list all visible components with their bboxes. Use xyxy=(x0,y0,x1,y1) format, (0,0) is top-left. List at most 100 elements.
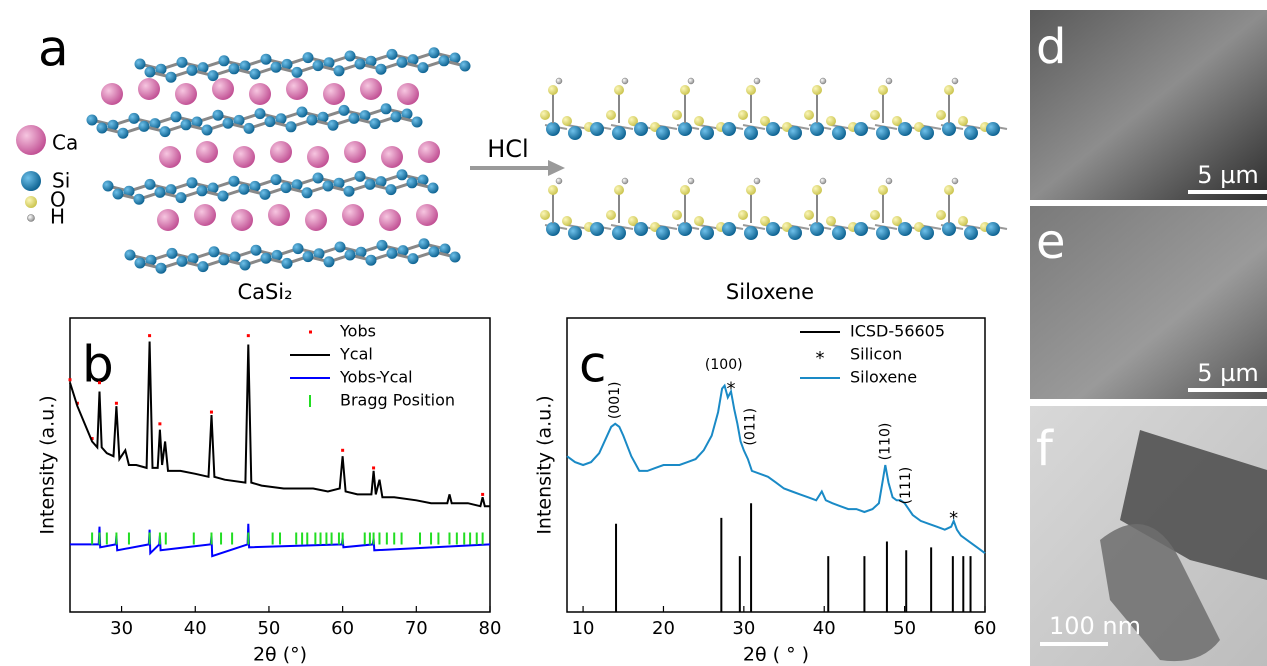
data-point xyxy=(97,381,101,385)
ca-atom xyxy=(268,204,290,226)
ca-atom xyxy=(323,83,345,105)
o-atom xyxy=(680,85,690,95)
si-atom xyxy=(338,104,350,116)
si-atom xyxy=(312,60,324,72)
x-tick-label: 50 xyxy=(257,618,280,639)
si-atom xyxy=(546,122,560,136)
o-atom xyxy=(562,216,572,226)
si-atom xyxy=(243,122,255,134)
si-atom xyxy=(264,116,276,128)
o-atom xyxy=(812,85,822,95)
si-atom xyxy=(634,122,648,136)
peak-annotation: (111) xyxy=(898,467,914,505)
o-atom xyxy=(694,116,704,126)
si-atom xyxy=(229,251,241,263)
o-atom xyxy=(878,185,888,195)
si-atom xyxy=(634,222,648,236)
si-atom xyxy=(407,253,419,265)
data-symbol: * xyxy=(726,379,735,400)
legend-swatch xyxy=(27,214,35,222)
o-atom xyxy=(606,210,616,220)
si-atom xyxy=(123,185,135,197)
legend-entry: Ycal xyxy=(290,345,373,364)
ca-atom xyxy=(157,209,179,231)
legend-swatch xyxy=(309,330,312,334)
o-atom xyxy=(628,116,638,126)
legend-entry: Yobs xyxy=(309,322,376,341)
o-atom xyxy=(746,185,756,195)
x-axis-label: 2θ ( ° ) xyxy=(743,644,809,666)
si-atom xyxy=(271,249,283,261)
o-atom xyxy=(826,116,836,126)
si-atom xyxy=(546,222,560,236)
si-atom xyxy=(920,126,934,140)
si-atom xyxy=(254,108,266,120)
si-atom xyxy=(744,226,758,240)
si-atom xyxy=(568,126,582,140)
sem-image xyxy=(1030,206,1267,399)
o-atom xyxy=(540,210,550,220)
legend-label: H xyxy=(50,205,65,229)
scale-bar-label: 5 µm xyxy=(1197,359,1259,387)
data-point xyxy=(209,410,213,414)
si-atom xyxy=(285,121,297,133)
data-point xyxy=(148,334,152,338)
si-atom xyxy=(260,252,272,264)
data-point xyxy=(341,448,345,452)
arrow-label: HCl xyxy=(487,135,528,163)
si-atom xyxy=(313,248,325,260)
chart: 30 40 50 60 70 80 2θ (°) Intensity (a.u.) b Yobs Y… xyxy=(37,317,501,666)
o-atom xyxy=(804,210,814,220)
scale-bar-label: 100 nm xyxy=(1049,612,1141,640)
data-symbol: * xyxy=(949,508,958,529)
si-atom xyxy=(986,122,1000,136)
si-atom xyxy=(165,184,177,196)
si-atom xyxy=(86,114,98,126)
si-atom xyxy=(128,112,140,124)
h-atom xyxy=(885,77,893,85)
si-atom xyxy=(207,70,219,82)
ca-atom xyxy=(416,204,438,226)
o-atom xyxy=(672,110,682,120)
o-atom xyxy=(746,85,756,95)
sem-image xyxy=(1030,10,1267,200)
si-atom xyxy=(302,52,314,64)
o-atom xyxy=(562,116,572,126)
o-atom xyxy=(870,210,880,220)
x-tick-label: 30 xyxy=(732,618,755,639)
legend-entry: * Silicon xyxy=(816,345,903,370)
si-atom xyxy=(96,122,108,134)
si-atom xyxy=(390,111,402,123)
si-atom xyxy=(407,54,419,66)
h-atom xyxy=(885,177,893,185)
si-atom xyxy=(348,112,360,124)
ca-atom xyxy=(379,209,401,231)
o-atom xyxy=(680,185,690,195)
si-atom xyxy=(218,254,230,266)
caption: CaSi₂ xyxy=(237,280,292,304)
si-atom xyxy=(228,175,240,187)
x-tick-label: 70 xyxy=(405,618,428,639)
si-atom xyxy=(138,120,150,132)
legend-entry: ICSD-56605 xyxy=(800,322,945,341)
si-atom xyxy=(207,182,219,194)
si-atom xyxy=(449,52,461,64)
si-atom xyxy=(942,122,956,136)
si-atom xyxy=(986,222,1000,236)
peak-annotation: (001) xyxy=(607,381,623,419)
si-atom xyxy=(898,222,912,236)
si-atom xyxy=(323,57,335,69)
x-tick-label: 30 xyxy=(110,618,133,639)
x-tick-label: 40 xyxy=(813,618,836,639)
si-atom xyxy=(365,254,377,266)
legend-entry: Bragg Position xyxy=(309,391,455,410)
si-atom xyxy=(964,226,978,240)
si-atom xyxy=(175,192,187,204)
si-atom xyxy=(222,117,234,129)
o-atom xyxy=(958,216,968,226)
si-atom xyxy=(107,119,119,131)
si-atom xyxy=(766,222,780,236)
o-atom xyxy=(944,185,954,195)
si-atom xyxy=(197,261,209,273)
